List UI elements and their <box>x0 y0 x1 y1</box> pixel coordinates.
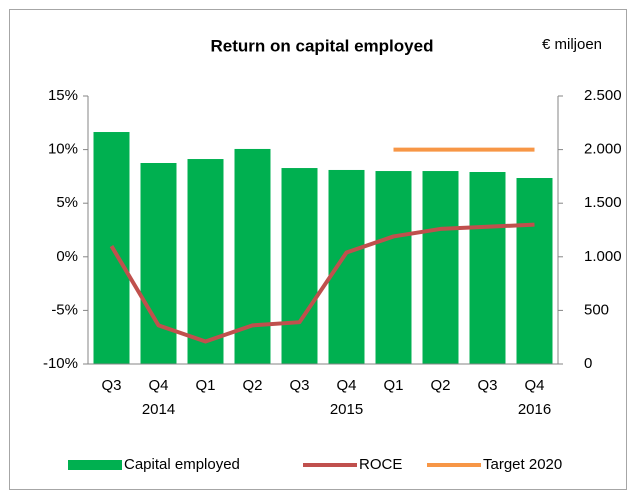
year-label: 2014 <box>142 401 175 418</box>
bar <box>328 169 365 364</box>
x-tick-label: Q4 <box>148 377 168 394</box>
y-tick-label: -10% <box>43 355 78 372</box>
y2-tick-label: 2.500 <box>584 87 622 104</box>
x-tick-label: Q3 <box>289 377 309 394</box>
year-label: 2016 <box>518 401 551 418</box>
x-tick-label: Q2 <box>242 377 262 394</box>
bar <box>281 168 318 364</box>
y2-tick-label: 0 <box>584 355 592 372</box>
bar <box>140 163 177 364</box>
year-label: 2015 <box>330 401 363 418</box>
bar <box>187 159 224 364</box>
y-tick-label: 15% <box>48 87 78 104</box>
y2-tick-label: 500 <box>584 301 609 318</box>
x-tick-label: Q3 <box>477 377 497 394</box>
chart-title: Return on capital employed <box>211 36 434 55</box>
legend-label: Target 2020 <box>483 456 562 473</box>
legend-label: ROCE <box>359 456 402 473</box>
y2-tick-label: 1.500 <box>584 194 622 211</box>
y-tick-label: 0% <box>56 248 78 265</box>
line-series <box>109 222 535 344</box>
x-tick-label: Q4 <box>524 377 544 394</box>
bar <box>516 178 553 364</box>
unit-annotation: € miljoen <box>542 36 602 53</box>
x-tick-label: Q4 <box>336 377 356 394</box>
legend-swatch <box>68 460 122 470</box>
x-tick-label: Q1 <box>383 377 403 394</box>
x-tick-label: Q3 <box>101 377 121 394</box>
bar <box>469 172 506 364</box>
x-tick-label: Q2 <box>430 377 450 394</box>
y2-tick-label: 2.000 <box>584 141 622 158</box>
y-tick-label: 5% <box>56 194 78 211</box>
y-tick-label: -5% <box>51 301 78 318</box>
y-tick-label: 10% <box>48 141 78 158</box>
x-tick-label: Q1 <box>195 377 215 394</box>
bar <box>422 171 459 364</box>
legend-label: Capital employed <box>124 456 240 473</box>
y2-tick-label: 1.000 <box>584 248 622 265</box>
bar <box>375 171 412 364</box>
